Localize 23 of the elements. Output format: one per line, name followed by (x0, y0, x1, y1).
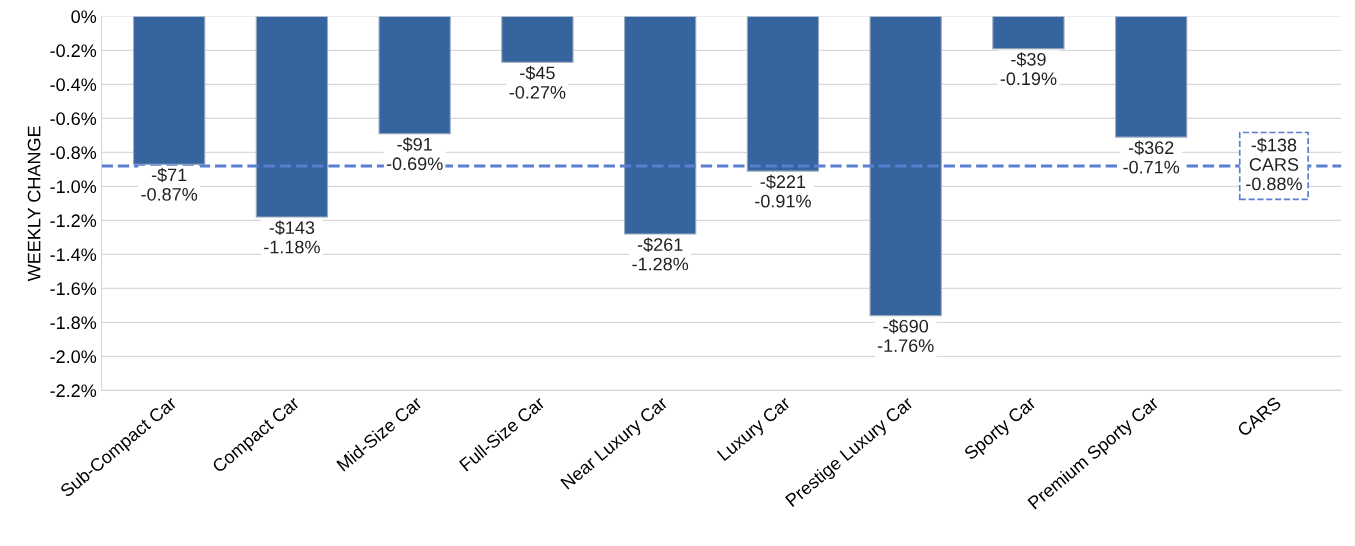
y-tick-label: -1.4% (50, 248, 97, 262)
y-axis-title: WEEKLY CHANGE (27, 126, 41, 282)
y-tick-label: -0.4% (50, 78, 97, 92)
y-tick-label: -0.8% (50, 146, 97, 160)
data-label: -$39 -0.19% (1000, 52, 1057, 86)
y-tick-label: 0% (71, 10, 97, 24)
y-tick-label: -0.2% (50, 44, 97, 58)
y-tick-label: -1.0% (50, 180, 97, 194)
data-label: -$71 -0.87% (141, 167, 198, 201)
data-label: -$143 -1.18% (264, 220, 320, 254)
y-tick-label: -1.8% (50, 316, 97, 330)
y-tick-label: -2.0% (50, 350, 97, 364)
y-tick-label: -1.2% (50, 214, 97, 228)
y-tick-label: -2.2% (50, 384, 97, 398)
data-label: -$261 -1.28% (632, 237, 689, 271)
data-label: -$362 -0.71% (1123, 140, 1180, 174)
y-tick-label: -0.6% (50, 112, 97, 126)
data-label: -$45 -0.27% (509, 65, 566, 99)
data-label: -$221 -0.91% (755, 174, 811, 208)
data-label: -$690 -1.76% (877, 319, 934, 353)
y-tick-label: -1.6% (50, 282, 97, 296)
data-label: -$91 -0.69% (386, 137, 443, 171)
ref-line-label: -$138 CARS -0.88% (1246, 137, 1302, 191)
